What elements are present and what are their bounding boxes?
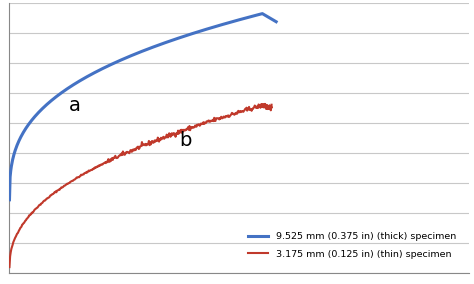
Legend: 9.525 mm (0.375 in) (thick) specimen, 3.175 mm (0.125 in) (thin) specimen: 9.525 mm (0.375 in) (thick) specimen, 3.… <box>244 228 460 262</box>
Text: b: b <box>180 131 192 150</box>
Text: a: a <box>69 96 81 115</box>
